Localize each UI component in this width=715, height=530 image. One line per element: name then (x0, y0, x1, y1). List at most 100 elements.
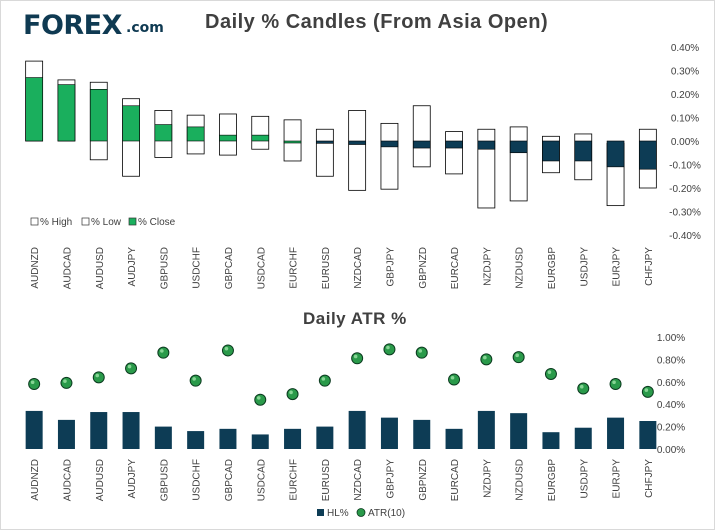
atr-y-tick-label: 0.60% (657, 378, 685, 389)
candles-x-tick-label: GBPJPY (385, 247, 396, 287)
atr-x-tick-label: USDCAD (256, 459, 267, 501)
candle-range-box (445, 131, 463, 175)
candles-x-tick-label: NZDJPY (482, 247, 493, 286)
candles-x-tick-label: CHFJPY (644, 247, 655, 286)
atr-x-tick-label: USDJPY (579, 459, 590, 499)
candle-close-bar (542, 140, 560, 162)
atr-y-tick-label: 0.00% (657, 445, 685, 456)
candles-x-tick-label: USDCAD (256, 247, 267, 289)
candle-close-bar (283, 140, 302, 144)
atr-x-tick-label: AUDCAD (62, 459, 73, 501)
candle-range-box (315, 128, 334, 177)
candles-x-tick-label: NZDCAD (353, 247, 364, 289)
atr-marker (286, 388, 299, 401)
atr-x-tick-label: EURGBP (547, 459, 558, 502)
atr-x-tick-label: EURUSD (321, 459, 332, 501)
candles-x-tick-label: EURUSD (321, 247, 332, 289)
candle-close-bar (57, 84, 76, 142)
atr-marker (641, 385, 654, 398)
atr-x-tick-label: EURCHF (289, 459, 300, 501)
candles-y-tick-label: 0.40% (671, 43, 699, 54)
atr-x-tick-label: GBPNZD (418, 459, 429, 501)
atr-marker (221, 344, 234, 357)
atr-legend-swatch-atr (356, 508, 366, 517)
candles-x-tick-label: EURCHF (289, 247, 300, 289)
atr-marker-highlight (192, 377, 196, 381)
candle-close-bar (316, 140, 334, 144)
candles-y-tick-label: -0.10% (669, 161, 701, 172)
hl-bar (348, 410, 366, 449)
hl-bar (445, 428, 463, 449)
candles-y-tick-label: -0.40% (669, 231, 701, 242)
candles-y-tick-label: -0.20% (669, 184, 701, 195)
candle-range-box (509, 126, 528, 202)
hl-bar (380, 417, 398, 449)
candles-x-tick-label: GBPCAD (224, 247, 235, 289)
hl-bar (316, 426, 334, 449)
hl-bar (187, 431, 205, 449)
candles-legend-label: % Low (91, 217, 122, 228)
atr-marker (512, 351, 525, 364)
hl-bar (57, 419, 75, 449)
atr-marker-highlight (418, 349, 423, 353)
atr-x-tick-label: AUDUSD (95, 459, 106, 501)
candles-x-tick-label: EURCAD (450, 247, 461, 289)
candle-close-bar (639, 140, 657, 170)
atr-marker-highlight (256, 396, 261, 400)
atr-marker (254, 393, 267, 406)
candle-range-box (348, 110, 367, 191)
candle-close-bar (574, 140, 593, 162)
atr-x-tick-label: GBPJPY (385, 459, 396, 499)
candles-legend-swatch (81, 217, 90, 226)
hl-bar (477, 410, 495, 449)
atr-marker-highlight (224, 346, 229, 351)
hl-bar (574, 427, 592, 449)
candles-x-tick-label: EURGBP (547, 247, 558, 290)
atr-marker (189, 374, 202, 387)
atr-marker (351, 352, 364, 365)
atr-marker-highlight (127, 364, 132, 369)
hl-bar (154, 426, 172, 449)
atr-marker-highlight (160, 349, 164, 353)
hl-bar (251, 434, 269, 449)
candles-y-tick-label: -0.30% (669, 208, 701, 219)
candle-close-bar (509, 140, 528, 154)
atr-marker (28, 378, 41, 391)
hl-bar (90, 412, 108, 449)
atr-marker-highlight (321, 377, 326, 381)
atr-marker-highlight (515, 353, 519, 358)
atr-x-tick-label: AUDNZD (30, 459, 41, 501)
atr-marker (157, 346, 170, 359)
atr-marker-highlight (289, 390, 293, 395)
hl-bar (542, 432, 560, 449)
candle-range-box (251, 115, 270, 150)
candle-range-box (219, 113, 237, 156)
atr-marker-highlight (547, 370, 552, 374)
candle-close-bar (25, 77, 43, 142)
atr-legend-label-hl: HL% (327, 508, 349, 519)
candle-close-bar (186, 126, 205, 142)
candle-close-bar (380, 140, 399, 148)
atr-chart-title: Daily ATR % (303, 309, 407, 328)
candle-close-bar (445, 140, 463, 149)
candles-x-tick-label: USDCHF (192, 247, 203, 289)
atr-marker-highlight (95, 373, 100, 378)
atr-x-tick-label: EURJPY (612, 459, 623, 499)
atr-legend-swatch-hl (317, 509, 324, 516)
candles-legend-label: % High (40, 217, 72, 228)
candle-close-bar (219, 134, 237, 142)
candles-legend-label: % Close (138, 217, 176, 228)
candle-range-box (412, 105, 431, 168)
atr-y-tick-label: 0.80% (657, 355, 685, 366)
candles-legend-swatch (30, 217, 39, 226)
atr-x-tick-label: EURCAD (450, 459, 461, 501)
atr-marker (92, 371, 105, 384)
candle-close-bar (89, 89, 108, 142)
candles-x-tick-label: USDJPY (579, 247, 590, 287)
hl-bar (122, 412, 140, 449)
atr-x-tick-label: GBPCAD (224, 459, 235, 501)
atr-marker-highlight (579, 384, 584, 389)
candles-x-tick-label: AUDJPY (127, 247, 138, 287)
